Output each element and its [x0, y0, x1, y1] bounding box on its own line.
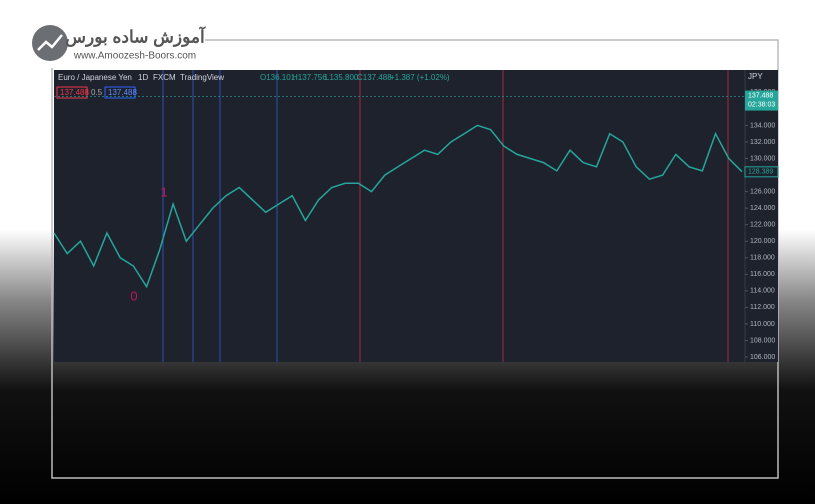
y-tick-label: 120.000 — [750, 238, 775, 245]
last-price-box — [745, 90, 778, 111]
interval: 1D — [138, 73, 148, 82]
source: FXCM — [153, 73, 176, 82]
pill-sell-text[interactable]: 137.488 — [60, 88, 89, 97]
y-tick-label: 118.000 — [750, 255, 775, 262]
logo-arrow — [37, 34, 63, 51]
ohlc-open: O136.101 — [260, 73, 296, 82]
marker-box — [744, 166, 779, 178]
y-tick-label: 112.000 — [750, 304, 775, 311]
ohlc-change: +1.387 (+1.02%) — [390, 73, 450, 82]
y-tick-label: 108.000 — [750, 337, 775, 344]
currency: JPY — [748, 72, 763, 81]
price-line — [53, 124, 743, 289]
logo-icon — [32, 25, 68, 61]
symbol: Euro / Japanese Yen — [58, 73, 132, 82]
marker-label: 128.389 — [748, 169, 773, 176]
ohlc-high: H137.756 — [292, 73, 327, 82]
y-tick-label: 110.000 — [750, 321, 775, 328]
ohlc-close: C137.488 — [357, 73, 392, 82]
y-tick-label: 132.000 — [750, 139, 775, 146]
vertical-lines — [162, 70, 729, 362]
y-tick-label: 106.000 — [750, 354, 775, 361]
countdown: 02:38:03 — [748, 101, 775, 108]
pill-spread: 0.5 — [91, 88, 103, 97]
y-tick-label: 124.000 — [750, 205, 775, 212]
y-tick-label: 122.000 — [750, 222, 775, 229]
y-tick-label: 134.000 — [750, 122, 775, 129]
pill-sell[interactable] — [56, 86, 88, 99]
last-price-label: 137.488 — [748, 92, 773, 99]
pill-buy-text[interactable]: 137.488 — [108, 88, 137, 97]
platform: TradingView — [180, 73, 224, 82]
y-tick-label: 114.000 — [750, 288, 775, 295]
fib-label-0: 0 — [130, 288, 137, 303]
brand-title: آموزش ساده بورس — [65, 25, 206, 47]
ohlc-low: L135.800 — [325, 73, 359, 82]
y-tick-label: 116.000 — [750, 271, 775, 278]
chart-panel — [54, 70, 778, 362]
y-tick-label: 126.000 — [750, 188, 775, 195]
brand-url: www.Amoozesh-Boors.com — [73, 51, 196, 62]
fib-label-1: 1 — [160, 184, 167, 199]
pill-buy[interactable] — [104, 86, 136, 99]
y-tick-label: 130.000 — [750, 155, 775, 162]
